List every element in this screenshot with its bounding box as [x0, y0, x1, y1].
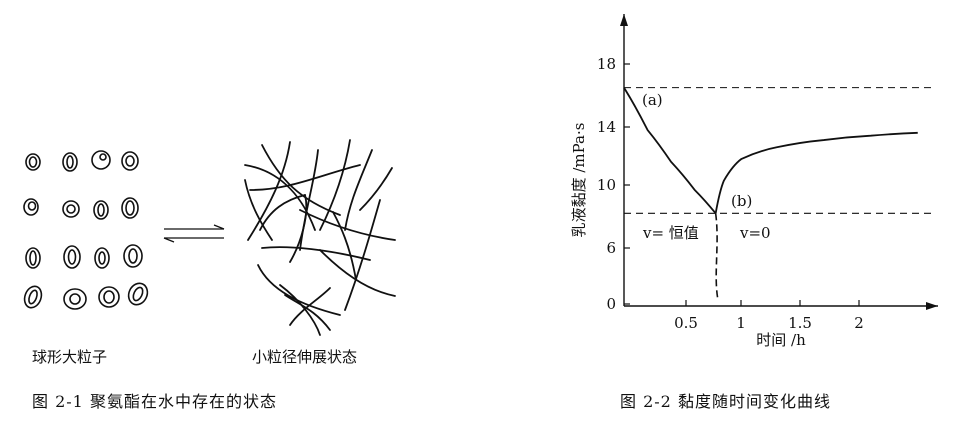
series-line-b: [714, 131, 918, 214]
particle: [63, 245, 81, 269]
figure-2-2-caption: 图 2-2 黏度随时间变化曲线: [620, 392, 831, 411]
extended-state-label: 小粒径伸展状态: [252, 348, 358, 366]
y-axis-arrow: [620, 14, 628, 26]
spherical-particles-label: 球形大粒子: [32, 348, 108, 366]
x-tick-label: 1: [736, 314, 746, 332]
y-tick-label: 6: [606, 239, 616, 257]
particle: [62, 200, 80, 218]
y-tick-label: 18: [597, 55, 616, 73]
particle: [93, 200, 109, 220]
figure-2-1-caption: 图 2-1 聚氨酯在水中存在的状态: [32, 392, 277, 411]
particle: [63, 288, 87, 310]
particle: [25, 153, 41, 171]
particle: [23, 285, 43, 309]
spherical-particles: [23, 150, 149, 310]
x-tick-label: 0.5: [674, 314, 698, 332]
series-line-a: [623, 87, 717, 214]
y-tick-label: 0: [606, 295, 616, 313]
particle: [127, 282, 149, 306]
x-axis-arrow: [926, 302, 938, 310]
particle: [121, 151, 139, 171]
particle: [94, 247, 110, 269]
x-axis-title: 时间 /h: [756, 331, 806, 349]
annotation-b: (b): [731, 192, 752, 210]
equilibrium-arrows: [163, 224, 225, 243]
particle: [62, 152, 78, 172]
particle: [121, 197, 139, 219]
x-tick-label: 2: [854, 314, 864, 332]
y-tick-label: 14: [597, 118, 616, 136]
particle: [91, 150, 111, 170]
extended-chains: [244, 139, 396, 336]
region-label-zero: v=0: [739, 224, 771, 242]
particle: [98, 286, 120, 308]
particle: [25, 247, 41, 269]
annotation-a: (a): [642, 91, 663, 109]
particle: [23, 198, 39, 216]
transition-dashed-line: [714, 213, 719, 299]
x-tick-label: 1.5: [788, 314, 812, 332]
y-tick-label: 10: [597, 176, 616, 194]
chart-area: 0 6 10 14 18 0.5 1 1.5 2 (a) (b) v= 恒值 v=0 时间 /h 乳液黏度 …: [570, 14, 938, 349]
region-label-constant: v= 恒值: [642, 224, 699, 242]
particle: [123, 244, 143, 268]
y-axis-title: 乳液黏度 /mPa·s: [570, 123, 588, 238]
